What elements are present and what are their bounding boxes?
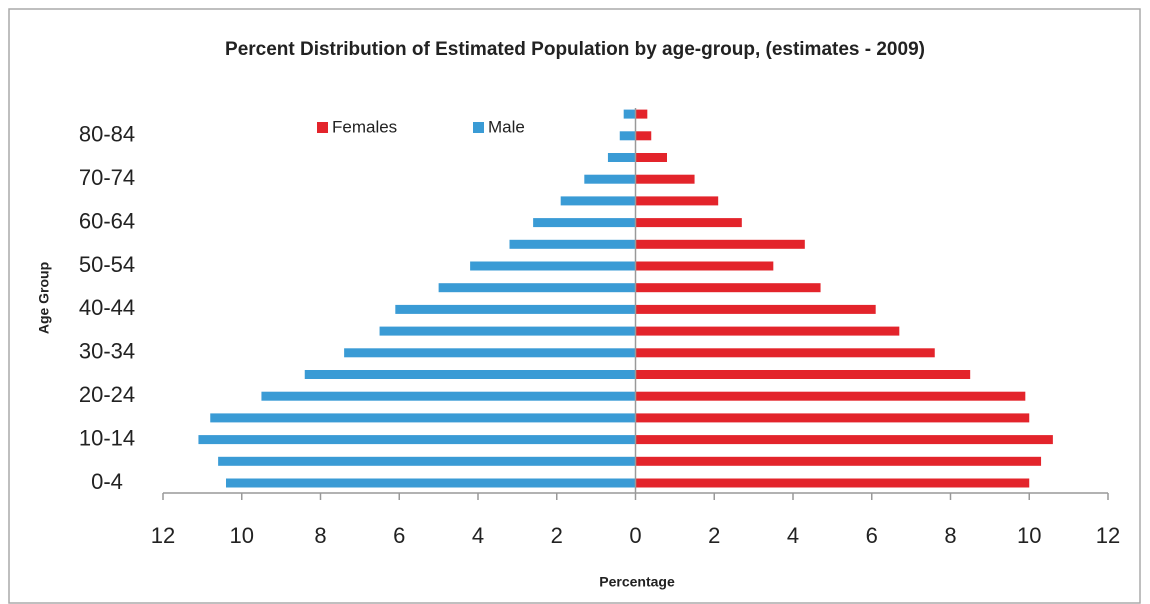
bar <box>635 283 821 293</box>
bar <box>635 435 1053 445</box>
bar <box>635 239 805 249</box>
y-tick-label: 40-44 <box>79 295 135 320</box>
bar <box>533 218 636 228</box>
bar <box>470 261 636 271</box>
bar <box>635 413 1030 423</box>
y-tick-label: 0-4 <box>91 469 123 494</box>
bar <box>198 435 636 445</box>
bar <box>635 326 900 336</box>
bar <box>635 218 742 228</box>
bar <box>635 391 1026 401</box>
y-tick-label: 50-54 <box>79 252 135 277</box>
bar <box>395 304 636 314</box>
x-axis-title: Percentage <box>599 574 675 590</box>
y-tick-label: 70-74 <box>79 165 135 190</box>
bar <box>635 153 667 162</box>
bar <box>619 131 636 141</box>
x-tick-label: 2 <box>551 523 563 548</box>
y-tick-label: 10-14 <box>79 425 135 450</box>
x-tick-label: 6 <box>393 523 405 548</box>
x-tick-label: 8 <box>314 523 326 548</box>
x-tick-label: 12 <box>151 523 175 548</box>
bar <box>438 283 636 293</box>
bar <box>607 153 636 162</box>
chart-title: Percent Distribution of Estimated Popula… <box>225 39 925 60</box>
x-tick-label: 10 <box>230 523 254 548</box>
bar <box>623 109 636 119</box>
bar <box>261 391 636 401</box>
x-tick-label: 2 <box>708 523 720 548</box>
bar <box>635 478 1030 488</box>
x-tick-label: 4 <box>472 523 484 548</box>
bar <box>344 348 636 358</box>
bar <box>304 370 636 379</box>
x-tick-label: 8 <box>944 523 956 548</box>
y-tick-label: 80-84 <box>79 122 135 147</box>
y-axis-title: Age Group <box>36 262 52 334</box>
x-tick-label: 12 <box>1096 523 1120 548</box>
bar <box>635 174 695 184</box>
legend-label: Male <box>488 117 525 136</box>
x-tick-label: 4 <box>787 523 799 548</box>
bar <box>226 478 636 488</box>
y-tick-label: 60-64 <box>79 208 135 233</box>
legend-label: Females <box>332 117 397 136</box>
bar <box>635 261 774 271</box>
bar <box>635 370 971 379</box>
bar <box>560 196 636 206</box>
bar <box>635 456 1042 466</box>
bar <box>509 239 636 249</box>
y-tick-label: 30-34 <box>79 339 135 364</box>
bar <box>635 131 652 141</box>
bar <box>210 413 636 423</box>
y-tick-label: 20-24 <box>79 382 135 407</box>
bar <box>635 304 876 314</box>
bar <box>635 196 719 206</box>
x-tick-label: 10 <box>1017 523 1041 548</box>
bar <box>584 174 636 184</box>
x-tick-label: 0 <box>629 523 641 548</box>
x-tick-label: 6 <box>866 523 878 548</box>
bar <box>635 109 648 119</box>
legend-swatch <box>473 122 484 133</box>
frame <box>8 8 1141 604</box>
bar <box>379 326 636 336</box>
bar <box>218 456 636 466</box>
bar <box>635 348 935 358</box>
legend-swatch <box>317 122 328 133</box>
